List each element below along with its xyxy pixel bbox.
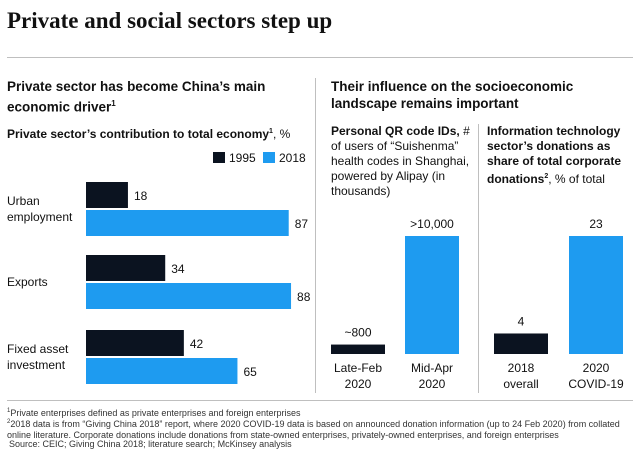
left-subtitle-unit: , % xyxy=(272,127,291,141)
legend-swatch-2018 xyxy=(263,152,275,163)
category-label-1-0: Exports xyxy=(7,275,48,289)
footnote-source: Source: CEIC; Giving China 2018; literat… xyxy=(9,439,292,449)
left-subtitle-sup: 1 xyxy=(269,128,273,135)
right-heading: Their influence on the socioeconomic lan… xyxy=(331,79,574,111)
qr-bar-1 xyxy=(405,236,459,354)
qr-title: Personal QR code IDs, # of users of “Sui… xyxy=(331,124,471,199)
it-title-bold: Information technology sector’s donation… xyxy=(487,124,622,186)
it-title-sup: 2 xyxy=(544,173,549,180)
it-bar-0 xyxy=(494,333,548,354)
it-bar-chart: 4 2018 overall 23 2020 COVID-19 xyxy=(494,217,624,391)
category-label-0-0: Urban xyxy=(7,194,40,208)
category-label-0-1: employment xyxy=(7,210,73,224)
bottom-rule xyxy=(7,400,633,401)
top-rule xyxy=(7,57,633,58)
bar-2018-0 xyxy=(86,210,289,236)
qr-category-label-0-1: 2020 xyxy=(345,377,372,391)
qr-category-label-1-1: 2020 xyxy=(419,377,446,391)
data-label-1995-2: 42 xyxy=(190,337,204,351)
legend-swatch-1995 xyxy=(213,152,225,163)
qr-value-label-0: ~800 xyxy=(344,326,371,340)
qr-bar-chart: ~800 Late-Feb 2020 >10,000 Mid-Apr 2020 xyxy=(331,217,459,391)
data-label-1995-0: 18 xyxy=(134,189,148,203)
bar-2018-2 xyxy=(86,358,238,384)
left-heading-text: Private sector has become China’s main e… xyxy=(7,79,266,115)
left-subtitle-bold: Private sector’s contribution to total e… xyxy=(7,127,270,141)
data-label-2018-1: 88 xyxy=(297,290,311,304)
left-subtitle: Private sector’s contribution to total e… xyxy=(7,124,317,142)
bar-1995-0 xyxy=(86,182,128,208)
category-label-2-0: Fixed asset xyxy=(7,342,69,356)
footnote-2-text: 2018 data is from “Giving China 2018” re… xyxy=(7,419,620,440)
footnote-2: 22018 data is from “Giving China 2018” r… xyxy=(7,419,620,440)
it-category-label-0-1: overall xyxy=(503,377,538,391)
it-title: Information technology sector’s donation… xyxy=(487,124,627,187)
bar-1995-1 xyxy=(86,255,166,281)
page-title: Private and social sectors step up xyxy=(7,8,333,33)
left-bar-chart: 1995 2018 Urban employment 18 87 Exports 34 88 Fi… xyxy=(7,151,311,384)
data-label-2018-0: 87 xyxy=(295,217,309,231)
it-value-label-0: 4 xyxy=(518,314,525,328)
legend-label-1995: 1995 xyxy=(229,151,256,165)
it-title-unit: , % of total xyxy=(548,172,605,186)
qr-value-label-1: >10,000 xyxy=(410,217,454,231)
data-label-2018-2: 65 xyxy=(243,365,257,379)
it-category-label-1-0: 2020 xyxy=(583,361,610,375)
it-bar-1 xyxy=(569,236,623,354)
bar-1995-2 xyxy=(86,330,184,356)
panel-divider xyxy=(315,78,316,393)
qr-bar-0 xyxy=(331,344,385,354)
it-category-label-0-0: 2018 xyxy=(508,361,535,375)
legend-label-2018: 2018 xyxy=(279,151,306,165)
left-heading-sup: 1 xyxy=(111,99,116,108)
category-label-2-1: investment xyxy=(7,358,66,372)
right-divider xyxy=(478,124,479,393)
it-category-label-1-1: COVID-19 xyxy=(568,377,624,391)
data-label-1995-1: 34 xyxy=(171,262,185,276)
footnote-1-text: Private enterprises defined as private e… xyxy=(10,408,301,418)
qr-category-label-1-0: Mid-Apr xyxy=(411,361,453,375)
qr-category-label-0-0: Late-Feb xyxy=(334,361,382,375)
qr-title-bold: Personal QR code IDs, xyxy=(331,124,460,138)
bar-2018-1 xyxy=(86,283,292,309)
footnote-1: 1Private enterprises defined as private … xyxy=(7,408,301,418)
it-value-label-1: 23 xyxy=(589,217,603,231)
left-heading: Private sector has become China’s main e… xyxy=(7,78,307,116)
qr-title-rest: # of users of “Suishenma” health codes i… xyxy=(331,124,470,198)
